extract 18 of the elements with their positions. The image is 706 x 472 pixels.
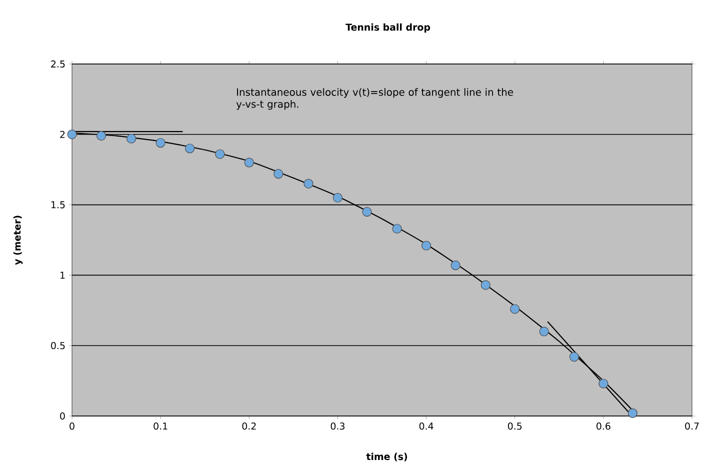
x-tick-label: 0.2	[242, 422, 256, 430]
x-tick-label: 0	[70, 422, 74, 430]
x-tick-label: 0.6	[596, 422, 610, 430]
y-tick-label: 2	[60, 130, 65, 138]
y-tick-label: 1.5	[51, 201, 65, 208]
x-tick-label: 0.7	[685, 422, 699, 430]
x-tick-label: 0.3	[330, 422, 344, 430]
y-tick-label: 1	[60, 272, 65, 279]
y-tick-label: 0	[60, 412, 65, 420]
y-axis-title: y (meter)	[13, 216, 23, 265]
x-tick-label: 0.1	[154, 422, 168, 430]
annotation: Instantaneous velocity v(t)=slope of tangent line in the y-vs-t graph.	[236, 88, 514, 110]
x-axis-title: time (s)	[366, 452, 408, 462]
chart-title: Tennis ball drop	[346, 23, 430, 33]
x-tick-label: 0.5	[508, 422, 522, 430]
y-tick-label: 2.5	[51, 60, 65, 68]
x-tick-label: 0.4	[419, 422, 434, 430]
y-tick-label: 0.5	[51, 342, 65, 350]
